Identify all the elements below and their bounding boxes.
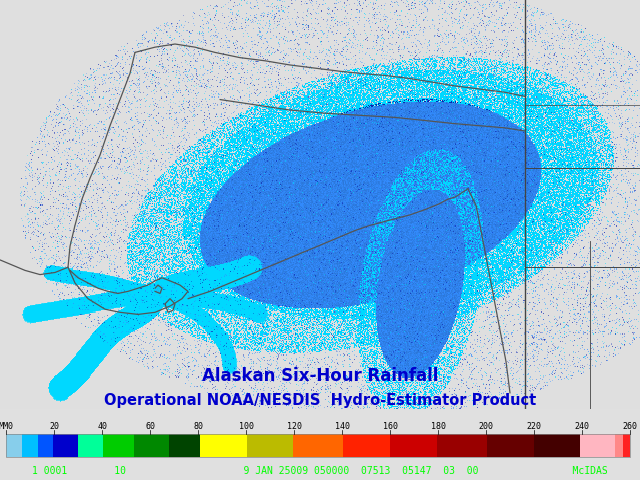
Text: 200: 200 — [479, 422, 494, 431]
Bar — [200, 434, 246, 457]
Bar — [6, 434, 22, 457]
Bar — [169, 434, 200, 457]
Bar — [293, 434, 343, 457]
Bar — [103, 434, 134, 457]
Text: 120: 120 — [287, 422, 302, 431]
Bar — [344, 434, 390, 457]
Text: 180: 180 — [431, 422, 446, 431]
Text: Alaskan Six-Hour Rainfall: Alaskan Six-Hour Rainfall — [202, 367, 438, 385]
Bar — [53, 434, 78, 457]
Text: 40: 40 — [97, 422, 108, 431]
Bar — [38, 434, 53, 457]
Text: 240: 240 — [575, 422, 590, 431]
Bar — [390, 434, 437, 457]
Bar — [134, 434, 169, 457]
Text: MM0: MM0 — [0, 422, 14, 431]
Text: 20: 20 — [49, 422, 60, 431]
Bar — [534, 434, 580, 457]
Text: 160: 160 — [383, 422, 398, 431]
Bar — [6, 434, 630, 457]
Text: 80: 80 — [193, 422, 204, 431]
Bar — [78, 434, 103, 457]
Bar — [615, 434, 623, 457]
Bar — [623, 434, 630, 457]
Bar — [22, 434, 38, 457]
Bar — [580, 434, 615, 457]
Bar — [246, 434, 293, 457]
Bar — [437, 434, 487, 457]
Text: 220: 220 — [527, 422, 542, 431]
Text: Operational NOAA/NESDIS  Hydro-Estimator Product: Operational NOAA/NESDIS Hydro-Estimator … — [104, 393, 536, 408]
Text: 100: 100 — [239, 422, 254, 431]
Text: 260: 260 — [623, 422, 638, 431]
Text: 140: 140 — [335, 422, 350, 431]
Text: 1 0001        10                    9 JAN 25009 050000  07513  05147  03  00    : 1 0001 10 9 JAN 25009 050000 07513 05147… — [32, 466, 608, 476]
Bar — [487, 434, 534, 457]
Text: 60: 60 — [145, 422, 156, 431]
